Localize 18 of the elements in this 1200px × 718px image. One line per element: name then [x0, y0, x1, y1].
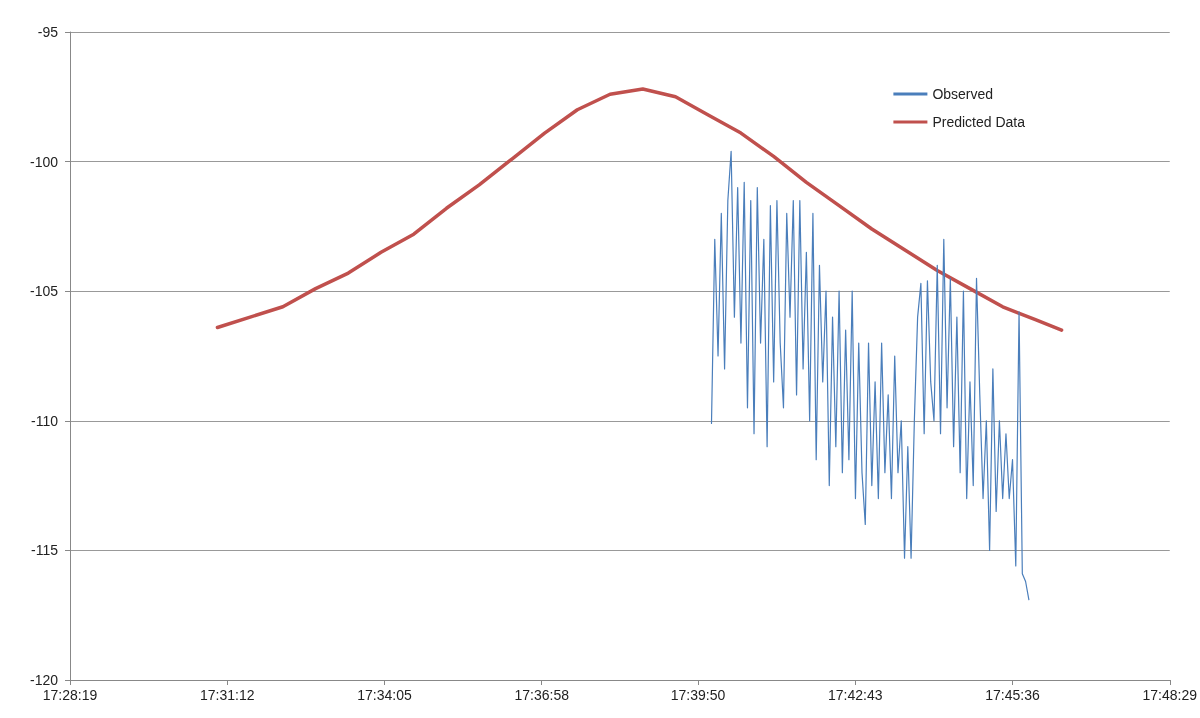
y-tick-label: -105 — [29, 283, 59, 300]
legend-label: Observed — [932, 86, 994, 102]
y-tick-label: -110 — [31, 412, 59, 429]
x-tick-label: 17:42:43 — [828, 687, 883, 703]
legend-label: Predicted Data — [932, 114, 1026, 130]
y-tick-label: -95 — [37, 24, 59, 40]
x-tick-label: 17:48:29 — [1142, 687, 1198, 703]
line-series — [710, 150, 1030, 601]
x-tick-label: 17:36:58 — [514, 687, 570, 703]
x-tick-label: 17:34:05 — [357, 687, 412, 703]
y-tick-label: -120 — [29, 672, 59, 688]
y-tick-label: -115 — [31, 542, 59, 559]
x-tick-label: 17:39:50 — [670, 687, 726, 703]
y-tick-label: -100 — [29, 153, 59, 170]
x-tick-label: 17:28:19 — [42, 687, 98, 703]
x-tick-label: 17:31:12 — [200, 687, 255, 703]
line-series — [215, 87, 1064, 332]
x-tick-label: 17:45:36 — [985, 687, 1040, 703]
